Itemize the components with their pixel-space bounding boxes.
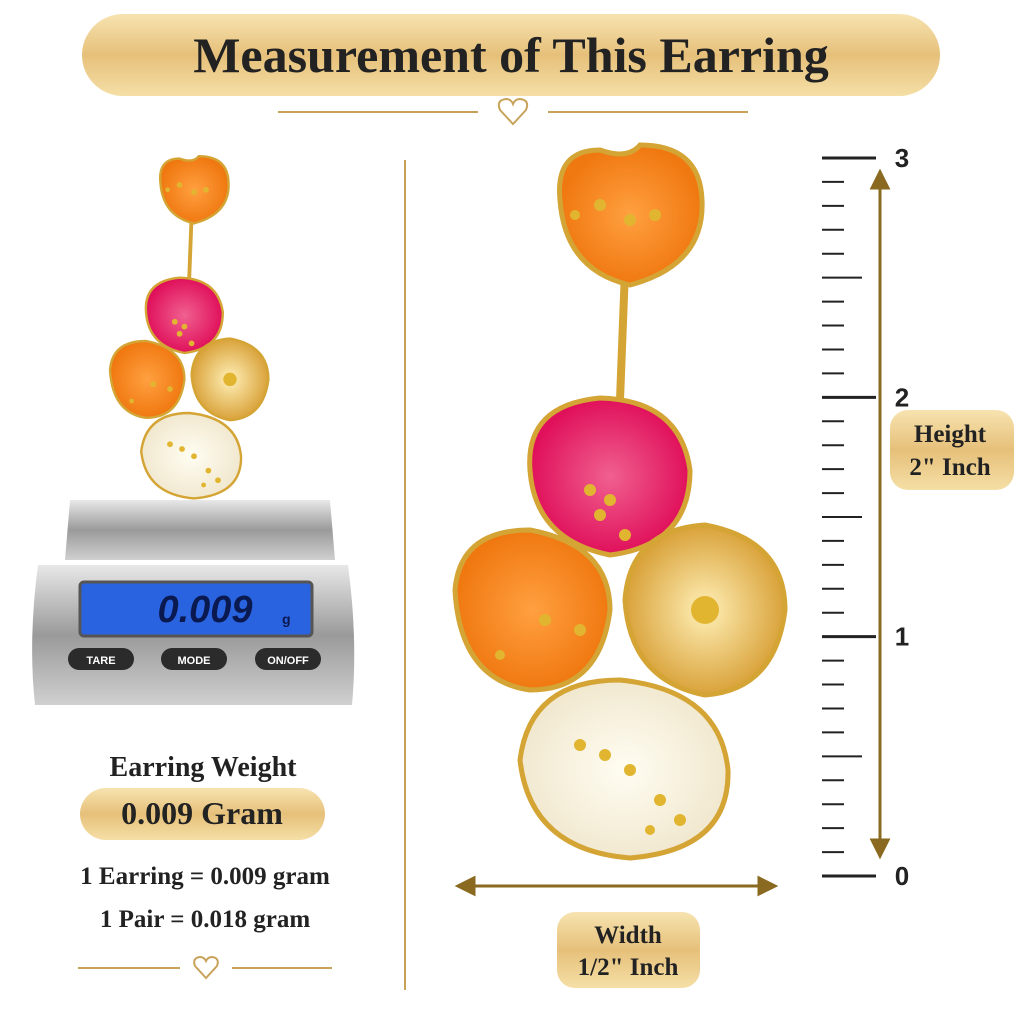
width-value: 1/2" Inch <box>578 954 679 981</box>
ruler-label: 0 <box>895 861 909 891</box>
divider <box>78 955 332 980</box>
weight-value: 0.009 Gram <box>121 795 283 831</box>
scale-button <box>161 648 227 670</box>
scale-button <box>68 648 134 670</box>
scale-button-label: ON/OFF <box>267 655 309 667</box>
scale-button <box>255 648 321 670</box>
height-arrow <box>869 168 891 860</box>
ruler-label: 2 <box>895 382 909 412</box>
height-pill <box>890 410 1014 490</box>
height-value: 2" Inch <box>909 454 990 481</box>
scale-unit: g <box>282 611 291 627</box>
weight-label: Earring Weight <box>110 752 298 783</box>
scale-button-label: MODE <box>178 655 211 667</box>
title-pill <box>82 14 940 96</box>
weight-line: 1 Earring = 0.009 gram <box>80 863 330 890</box>
divider <box>278 97 748 126</box>
ruler-label: 1 <box>895 622 909 652</box>
width-pill <box>557 912 700 988</box>
weight-line: 1 Pair = 0.018 gram <box>100 906 310 933</box>
scale-button-label: TARE <box>86 655 115 667</box>
width-label: Width <box>594 922 662 949</box>
title: Measurement of This Earring <box>193 27 829 83</box>
height-label: Height <box>914 421 987 448</box>
scale-display: 0.009 <box>157 589 252 631</box>
width-arrow <box>454 875 779 897</box>
ruler-label: 3 <box>895 143 909 173</box>
weight-pill <box>80 788 325 840</box>
